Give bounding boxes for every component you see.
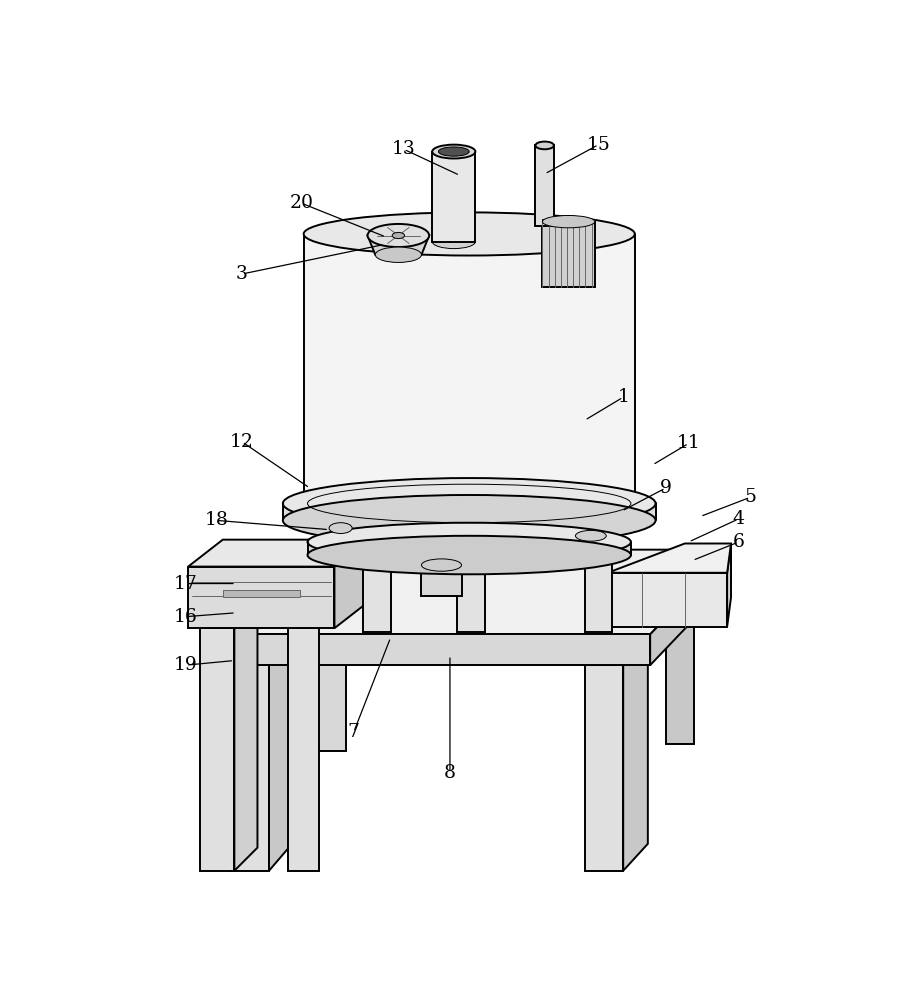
Polygon shape xyxy=(335,540,369,628)
Text: 15: 15 xyxy=(586,136,611,154)
Text: 3: 3 xyxy=(236,265,248,283)
Ellipse shape xyxy=(308,536,630,574)
Polygon shape xyxy=(329,528,352,547)
Polygon shape xyxy=(189,540,369,567)
Polygon shape xyxy=(289,628,319,871)
Polygon shape xyxy=(608,544,731,573)
Polygon shape xyxy=(666,557,694,744)
Ellipse shape xyxy=(329,523,352,533)
Polygon shape xyxy=(573,219,577,222)
Text: 9: 9 xyxy=(659,479,671,497)
Text: 18: 18 xyxy=(205,511,228,529)
Ellipse shape xyxy=(308,523,630,561)
Polygon shape xyxy=(223,634,650,665)
Text: 11: 11 xyxy=(676,434,701,452)
Text: 16: 16 xyxy=(174,608,198,626)
Ellipse shape xyxy=(536,142,554,149)
Text: 7: 7 xyxy=(347,723,360,741)
Polygon shape xyxy=(363,520,391,632)
Ellipse shape xyxy=(283,478,656,529)
Polygon shape xyxy=(315,565,346,751)
Text: 17: 17 xyxy=(174,575,198,593)
Ellipse shape xyxy=(432,235,475,249)
Polygon shape xyxy=(650,550,731,665)
Polygon shape xyxy=(269,637,292,871)
Polygon shape xyxy=(199,628,235,871)
Polygon shape xyxy=(457,520,484,632)
Text: 1: 1 xyxy=(617,388,629,406)
Polygon shape xyxy=(229,665,269,871)
Polygon shape xyxy=(608,573,727,627)
Ellipse shape xyxy=(392,232,404,239)
Text: 13: 13 xyxy=(391,140,416,158)
Text: 8: 8 xyxy=(444,764,456,782)
Ellipse shape xyxy=(283,495,656,546)
Polygon shape xyxy=(304,234,635,503)
Ellipse shape xyxy=(432,145,475,158)
Polygon shape xyxy=(536,145,554,226)
Polygon shape xyxy=(542,222,594,287)
Polygon shape xyxy=(283,503,656,520)
Polygon shape xyxy=(367,235,429,255)
Polygon shape xyxy=(223,590,299,597)
Ellipse shape xyxy=(304,482,635,525)
Polygon shape xyxy=(567,219,571,222)
Ellipse shape xyxy=(375,247,421,262)
Polygon shape xyxy=(542,219,547,222)
Polygon shape xyxy=(235,604,257,871)
Ellipse shape xyxy=(304,212,635,256)
Polygon shape xyxy=(223,550,731,634)
Polygon shape xyxy=(579,219,584,222)
Polygon shape xyxy=(584,520,612,632)
Text: 19: 19 xyxy=(174,656,198,674)
Ellipse shape xyxy=(438,147,469,156)
Polygon shape xyxy=(561,219,565,222)
Polygon shape xyxy=(555,219,558,222)
Polygon shape xyxy=(189,567,335,628)
Polygon shape xyxy=(727,544,731,627)
Ellipse shape xyxy=(542,215,594,228)
Text: 5: 5 xyxy=(744,488,756,506)
Polygon shape xyxy=(421,565,462,596)
Polygon shape xyxy=(575,536,606,557)
Polygon shape xyxy=(548,219,552,222)
Polygon shape xyxy=(623,637,648,871)
Polygon shape xyxy=(308,542,630,555)
Text: 12: 12 xyxy=(230,433,254,451)
Polygon shape xyxy=(585,219,589,222)
Ellipse shape xyxy=(367,224,429,247)
Text: 6: 6 xyxy=(732,533,745,551)
Ellipse shape xyxy=(575,530,606,541)
Ellipse shape xyxy=(421,559,462,571)
Text: 4: 4 xyxy=(732,510,745,528)
Polygon shape xyxy=(584,665,623,871)
Polygon shape xyxy=(592,219,595,222)
Polygon shape xyxy=(432,152,475,242)
Text: 20: 20 xyxy=(290,194,313,212)
